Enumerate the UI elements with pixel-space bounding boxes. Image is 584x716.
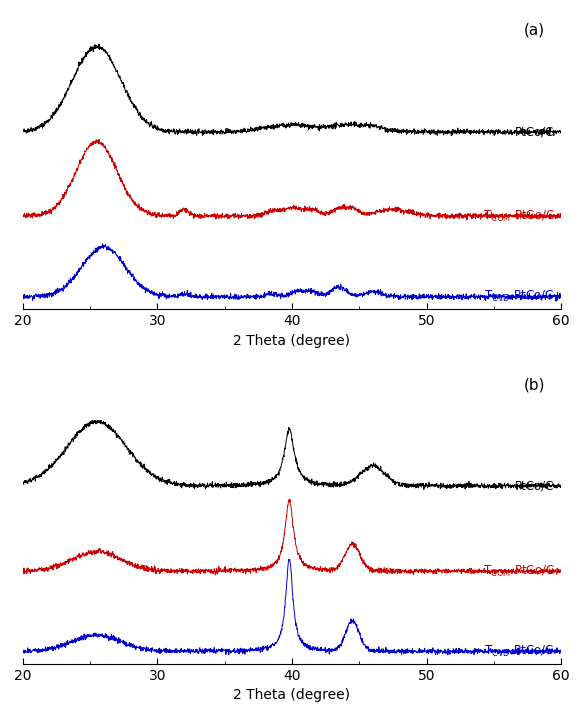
- Text: T$_\mathregular{COM}$-PtCo/C: T$_\mathregular{COM}$-PtCo/C: [483, 208, 555, 223]
- X-axis label: 2 Theta (degree): 2 Theta (degree): [234, 688, 350, 702]
- Text: T$_\mathregular{COM}$-PtCo/C: T$_\mathregular{COM}$-PtCo/C: [483, 563, 555, 579]
- Text: (b): (b): [524, 377, 545, 392]
- Text: T$_\mathregular{CVD}$-PtCo/C: T$_\mathregular{CVD}$-PtCo/C: [484, 289, 555, 304]
- Text: (a): (a): [524, 23, 545, 38]
- Text: T$_\mathregular{CVD}$-PtCo/C: T$_\mathregular{CVD}$-PtCo/C: [484, 644, 555, 659]
- X-axis label: 2 Theta (degree): 2 Theta (degree): [234, 334, 350, 347]
- Text: PtCo/C: PtCo/C: [515, 125, 555, 138]
- Text: PtCo/C: PtCo/C: [515, 480, 555, 493]
